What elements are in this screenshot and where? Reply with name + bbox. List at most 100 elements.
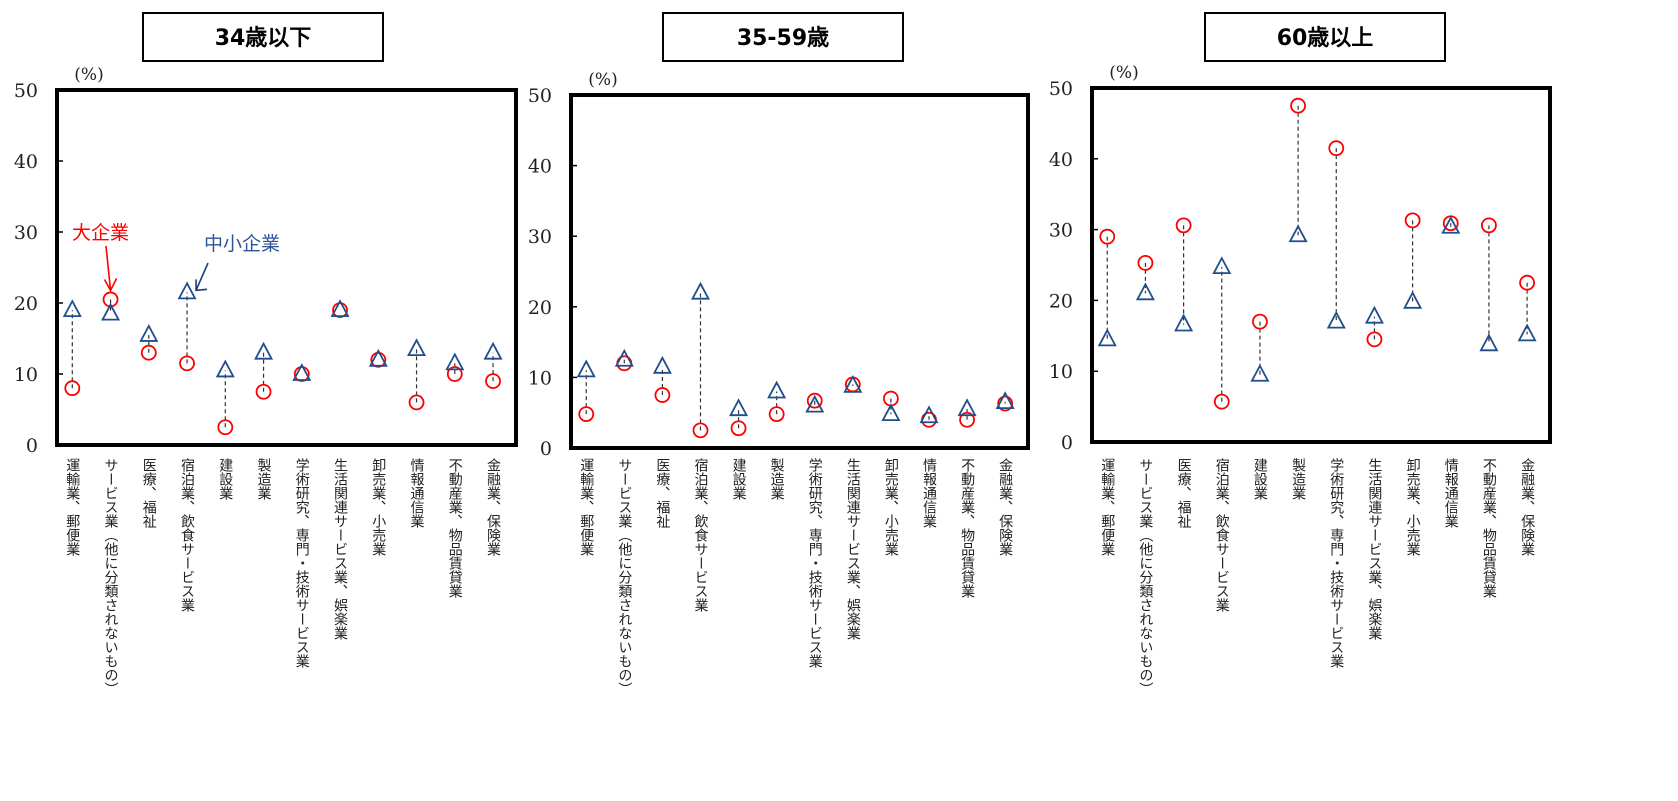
sme-point bbox=[1403, 290, 1423, 309]
sme-point bbox=[729, 398, 749, 417]
sme-point bbox=[1326, 310, 1346, 329]
sme-point bbox=[805, 394, 825, 413]
category-label: 宿泊業、飲食サービス業 bbox=[692, 457, 708, 612]
annotation-large-company: 大企業 bbox=[72, 222, 129, 244]
sme-point bbox=[843, 374, 863, 393]
large-company-point bbox=[485, 373, 501, 390]
title-box bbox=[142, 12, 384, 62]
sme-point bbox=[292, 363, 312, 381]
large-company-point bbox=[1213, 393, 1230, 410]
sme-point bbox=[1250, 363, 1270, 382]
annotation-arrow-large bbox=[103, 245, 118, 293]
sme-point bbox=[690, 281, 710, 300]
y-axis-unit-label: (%) bbox=[74, 65, 103, 85]
large-company-point bbox=[64, 380, 81, 397]
category-label: 情報通信業 bbox=[1443, 458, 1459, 528]
large-company-point bbox=[1252, 313, 1268, 330]
large-company-point bbox=[1519, 274, 1535, 291]
category-label: 生活関連サービス業、娯楽業 bbox=[332, 458, 348, 640]
category-label: 情報通信業 bbox=[409, 458, 425, 528]
y-tick-label: 50 bbox=[14, 80, 38, 102]
y-tick-label: 40 bbox=[1049, 149, 1073, 171]
category-label: 医療、福祉 bbox=[141, 458, 157, 529]
large-company-point bbox=[1290, 97, 1306, 114]
large-company-point bbox=[293, 366, 310, 382]
y-tick-label: 20 bbox=[1049, 290, 1073, 312]
sme-point bbox=[1212, 256, 1232, 275]
category-label: 医療、福祉 bbox=[1176, 458, 1192, 529]
chart-title: 60歳以上 bbox=[1277, 26, 1374, 51]
sme-point bbox=[919, 405, 939, 424]
large-company-point bbox=[332, 302, 348, 319]
sme-point bbox=[1517, 323, 1537, 342]
sme-point bbox=[177, 281, 197, 300]
category-label: 金融業、保険業 bbox=[1519, 458, 1535, 556]
category-label: サービス業（他に分類されないもの） bbox=[616, 458, 632, 696]
large-company-point bbox=[408, 394, 425, 411]
sme-point bbox=[614, 348, 634, 367]
y-tick-label: 50 bbox=[528, 85, 552, 107]
chart-title: 35-59歳 bbox=[737, 26, 829, 51]
y-tick-label: 20 bbox=[528, 297, 552, 319]
sme-point bbox=[445, 352, 465, 371]
y-tick-label: 0 bbox=[26, 435, 38, 457]
chart-title: 34歳以下 bbox=[215, 26, 312, 51]
sme-point bbox=[101, 302, 121, 321]
category-label: 不動産業、物品賃貸業 bbox=[1481, 458, 1497, 598]
category-label: 学術研究、専門・技術サービス業 bbox=[807, 458, 823, 668]
sme-point bbox=[1364, 305, 1384, 324]
large-company-point bbox=[1481, 217, 1497, 234]
category-label: 建設業 bbox=[1252, 458, 1268, 500]
large-company-point bbox=[1366, 331, 1383, 348]
category-label: 卸売業、小売業 bbox=[1405, 458, 1421, 556]
category-label: 不動産業、物品賃貸業 bbox=[959, 458, 975, 598]
category-label: 生活関連サービス業、娯楽業 bbox=[1366, 458, 1382, 640]
sme-point bbox=[368, 348, 388, 367]
sme-point bbox=[767, 380, 787, 399]
plot-frame bbox=[1090, 86, 1552, 444]
category-label: 製造業 bbox=[256, 458, 272, 500]
y-tick-label: 30 bbox=[14, 222, 38, 244]
large-company-point bbox=[1099, 228, 1116, 245]
sme-point bbox=[1135, 282, 1155, 301]
large-company-point bbox=[692, 422, 709, 439]
category-label: 生活関連サービス業、娯楽業 bbox=[845, 458, 861, 640]
category-label: 製造業 bbox=[769, 458, 785, 500]
y-tick-label: 10 bbox=[14, 364, 38, 386]
large-company-point bbox=[1404, 212, 1421, 229]
large-company-point bbox=[255, 383, 272, 400]
y-tick-label: 40 bbox=[528, 156, 552, 178]
chart-panel-2: 35-59歳 (%) 0 10 20 30 40 50 運輸業、郵便業 サービス業（他に分類されな… bbox=[528, 12, 1030, 696]
y-tick-label: 10 bbox=[1049, 361, 1073, 383]
category-label: サービス業（他に分類されないもの） bbox=[103, 458, 119, 696]
sme-point bbox=[330, 299, 350, 317]
plot-frame bbox=[55, 88, 518, 447]
sme-point bbox=[215, 359, 235, 378]
sme-point bbox=[1288, 224, 1308, 243]
sme-point bbox=[407, 338, 427, 357]
category-label: 金融業、保険業 bbox=[485, 458, 501, 556]
large-company-point bbox=[768, 406, 785, 423]
sme-point bbox=[576, 359, 596, 378]
sme-point bbox=[254, 341, 274, 360]
sme-point bbox=[995, 391, 1015, 410]
large-company-point bbox=[730, 420, 747, 437]
large-company-point bbox=[1175, 217, 1192, 234]
large-company-point bbox=[140, 344, 157, 361]
category-label: 学術研究、専門・技術サービス業 bbox=[1328, 458, 1344, 668]
sme-point bbox=[483, 341, 503, 360]
category-label: 不動産業、物品賃貸業 bbox=[447, 458, 463, 598]
category-label: 建設業 bbox=[731, 458, 747, 500]
y-tick-label: 10 bbox=[528, 367, 552, 389]
category-label: 卸売業、小売業 bbox=[883, 458, 899, 556]
sme-point bbox=[1174, 313, 1194, 332]
y-tick-label: 30 bbox=[528, 226, 552, 248]
title-box bbox=[1204, 12, 1446, 62]
sme-point bbox=[957, 398, 977, 417]
category-label: 宿泊業、飲食サービス業 bbox=[1214, 457, 1230, 612]
sme-point bbox=[62, 299, 82, 317]
y-tick-label: 50 bbox=[1049, 78, 1073, 100]
sme-point bbox=[1479, 333, 1499, 352]
annotation-sme: 中小企業 bbox=[204, 233, 280, 255]
